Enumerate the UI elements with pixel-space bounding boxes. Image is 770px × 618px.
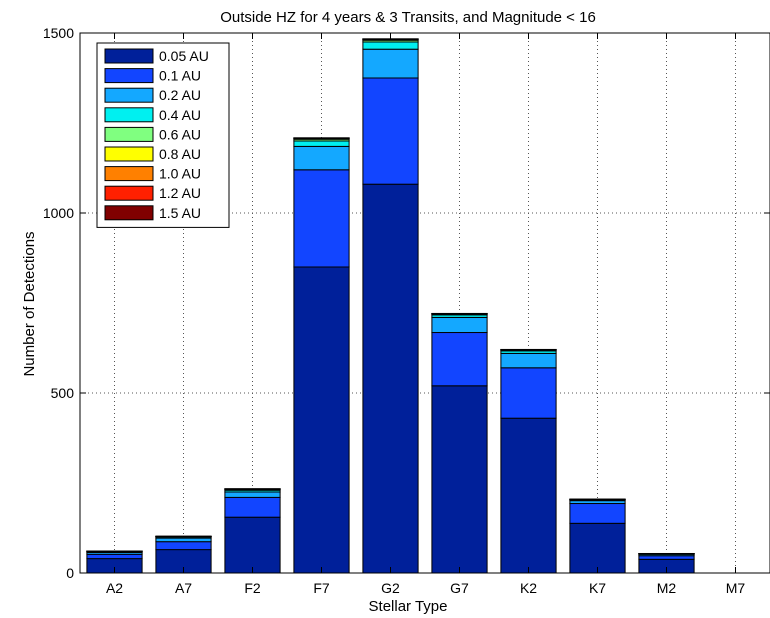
x-tick-label: F7 [313, 580, 330, 596]
bar-segment [500, 417, 557, 574]
legend-swatch [104, 68, 154, 84]
bar-segment [362, 48, 419, 79]
y-axis-title: Number of Detections [21, 231, 38, 376]
y-tick-label: 1000 [43, 205, 74, 221]
x-tick-label: M2 [657, 580, 677, 596]
x-tick-label: G7 [450, 580, 469, 596]
legend-swatch [104, 48, 154, 64]
legend-swatch [104, 107, 154, 123]
legend-swatch [104, 185, 154, 201]
y-tick-label: 500 [51, 385, 75, 401]
legend-swatch [104, 87, 154, 103]
bar-segment [224, 516, 281, 574]
x-tick-label: K7 [589, 580, 606, 596]
bar-segment [86, 553, 143, 560]
legend-swatch [104, 126, 154, 142]
legend-label: 0.2 AU [159, 87, 201, 103]
x-tick-label: K2 [520, 580, 537, 596]
legend: 0.05 AU 0.1 AU 0.2 AU 0.4 AU 0.6 AU 0.8 AU 1.0… [96, 42, 230, 228]
bar-segment [431, 316, 488, 334]
x-tick-label: F2 [244, 580, 261, 596]
bar-segment [362, 183, 419, 574]
bar-segment [293, 145, 350, 171]
bar-segment [431, 385, 488, 574]
y-tick-label: 0 [66, 565, 74, 581]
legend-swatch [104, 166, 154, 182]
legend-label: 1.2 AU [159, 185, 201, 201]
bar-segment [431, 332, 488, 387]
bar-segment [155, 537, 212, 543]
legend-label: 0.6 AU [159, 126, 201, 142]
legend-label: 0.8 AU [159, 146, 201, 162]
legend-swatch [104, 205, 154, 221]
bar-segment [293, 169, 350, 268]
x-tick-label: A2 [106, 580, 123, 596]
bar-segment [224, 491, 281, 498]
bar-segment [500, 352, 557, 369]
grid-lines [80, 33, 770, 573]
legend-label: 0.4 AU [159, 107, 201, 123]
bar-segment [293, 266, 350, 574]
legend-label: 0.1 AU [159, 68, 201, 84]
y-tick-label: 1500 [43, 25, 74, 41]
legend-label: 1.0 AU [159, 166, 201, 182]
bar-segment [638, 555, 695, 560]
bar-segment [362, 41, 419, 50]
legend-swatch [104, 146, 154, 162]
chart-title: Outside HZ for 4 years & 3 Transits, and… [220, 9, 596, 26]
x-axis-title: Stellar Type [369, 598, 448, 615]
bars [86, 38, 695, 574]
bar-segment [224, 496, 281, 518]
bar-segment [155, 541, 212, 551]
bar-segment [362, 77, 419, 185]
plot-frame [79, 32, 770, 574]
bar-segment [500, 367, 557, 419]
x-tick-label: G2 [381, 580, 400, 596]
bar-segment [569, 503, 626, 524]
axes: 0 500 1000 1500 A2 A7 F2 F7 G2 G7 K2 K7 M2 M7 [43, 25, 770, 596]
legend-label: 0.05 AU [159, 48, 209, 64]
legend-label: 1.5 AU [159, 205, 201, 221]
x-tick-label: A7 [175, 580, 192, 596]
x-tick-label: M7 [726, 580, 746, 596]
bar-segment [569, 522, 626, 574]
bar-segment [293, 140, 350, 147]
